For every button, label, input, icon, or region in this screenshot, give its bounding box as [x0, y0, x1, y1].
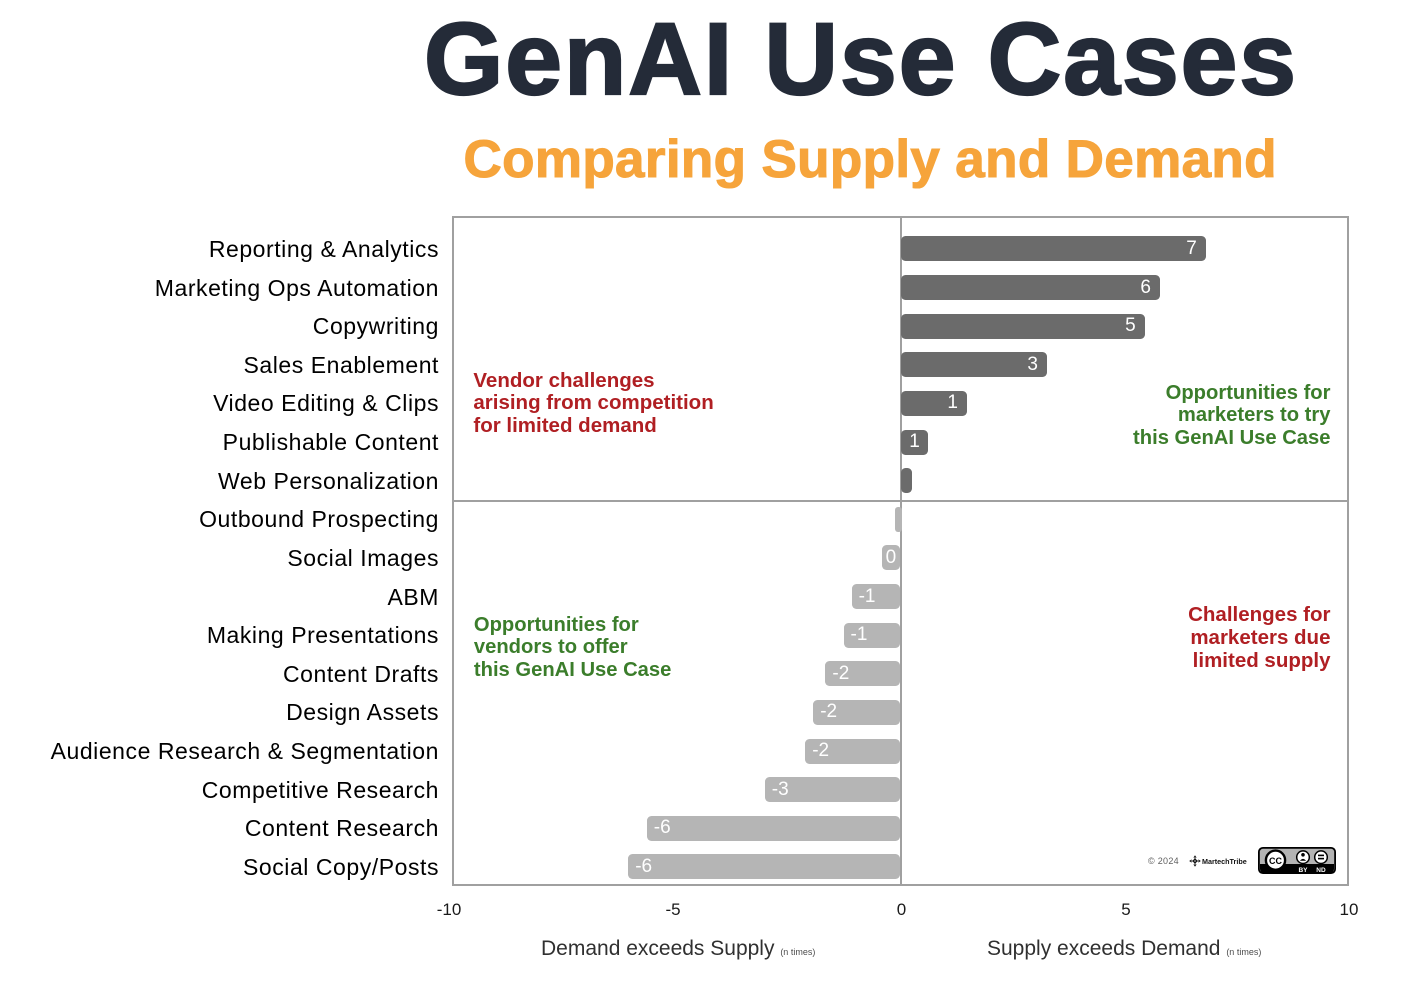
- svg-text:CC: CC: [1269, 856, 1282, 866]
- svg-text:ND: ND: [1316, 867, 1326, 874]
- svg-text:BY: BY: [1298, 867, 1308, 874]
